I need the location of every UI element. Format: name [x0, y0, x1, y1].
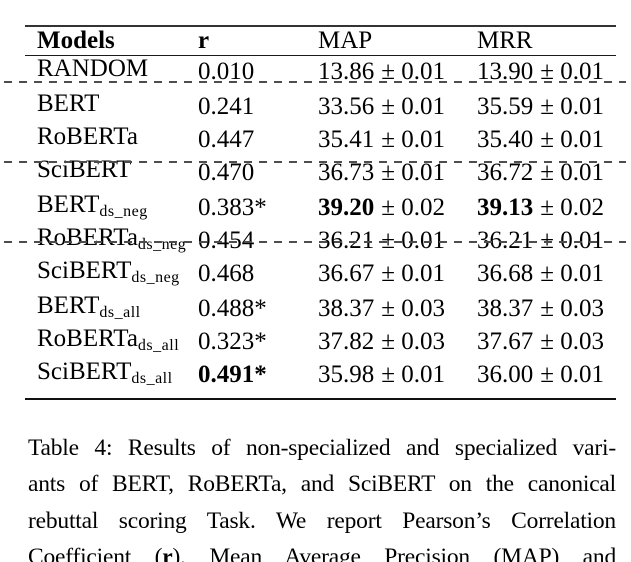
mrr-value: 35.59: [477, 93, 534, 120]
mrr-stddev: ± 0.03: [540, 295, 604, 322]
r-value: 0.447: [198, 126, 255, 153]
column-header-r: r: [198, 27, 318, 56]
model-subscript: ds_neg: [137, 235, 187, 253]
mrr-value: 37.67: [477, 328, 534, 355]
mrr-value: 39.13: [477, 194, 534, 221]
map-stddev: ± 0.01: [381, 361, 445, 388]
dashed-divider: [4, 241, 626, 243]
table-row: BERTds_all 0.488* 38.37 ± 0.03 38.37 ± 0.0…: [25, 291, 616, 326]
map-stddev: ± 0.01: [381, 58, 445, 85]
column-header-mrr: MRR: [477, 27, 616, 56]
r-value: 0.454: [198, 227, 255, 254]
column-header-models: Models: [25, 27, 198, 56]
map-stddev: ± 0.02: [381, 194, 445, 221]
caption-r-symbol: r: [162, 544, 173, 562]
map-stddev: ± 0.03: [381, 328, 445, 355]
model-name: RoBERTa: [37, 324, 138, 352]
map-value: 35.41: [318, 126, 375, 153]
map-stddev: ± 0.03: [381, 295, 445, 322]
mrr-stddev: ± 0.01: [540, 93, 604, 120]
map-stddev: ± 0.01: [381, 159, 445, 186]
model-name: RoBERTa: [37, 223, 138, 251]
r-value: 0.323*: [198, 328, 267, 355]
model-name: RANDOM: [37, 54, 149, 82]
mrr-value: 35.40: [477, 126, 534, 153]
r-value: 0.241: [198, 93, 255, 120]
mrr-stddev: ± 0.01: [540, 260, 604, 287]
model-name: BERT: [37, 291, 100, 319]
r-value: 0.468: [198, 260, 255, 287]
results-table-grid: Models r MAP MRR RANDOM 0.010 13.86 ± 0.0…: [25, 27, 616, 392]
mrr-value: 36.72: [477, 159, 534, 186]
mrr-value: 38.37: [477, 295, 534, 322]
caption-line: rebuttal scoring Task. We report Pearson…: [28, 507, 616, 534]
r-value: 0.470: [198, 159, 255, 186]
map-stddev: ± 0.01: [381, 126, 445, 153]
table-row: BERTds_neg 0.383* 39.20 ± 0.02 39.13 ± 0.0…: [25, 190, 616, 225]
dashed-divider: [4, 161, 626, 163]
model-subscript: ds_all: [137, 336, 180, 354]
table-row: RoBERTads_all 0.323* 37.82 ± 0.03 37.67 ± …: [25, 324, 616, 359]
r-value: 0.488*: [198, 295, 267, 322]
map-value: 33.56: [318, 93, 375, 120]
map-value: 36.67: [318, 260, 375, 287]
mrr-stddev: ± 0.03: [540, 328, 604, 355]
table-row: RANDOM 0.010 13.86 ± 0.01 13.90 ± 0.01: [25, 55, 616, 89]
mrr-stddev: ± 0.01: [540, 58, 604, 85]
r-value: 0.383*: [198, 194, 267, 221]
map-value: 38.37: [318, 295, 375, 322]
map-value: 35.98: [318, 361, 375, 388]
map-value: 36.73: [318, 159, 375, 186]
table-row: SciBERT 0.470 36.73 ± 0.01 36.72 ± 0.01: [25, 155, 616, 190]
map-stddev: ± 0.01: [381, 227, 445, 254]
mrr-stddev: ± 0.01: [540, 159, 604, 186]
model-subscript: ds_neg: [99, 202, 148, 220]
mrr-value: 36.21: [477, 227, 534, 254]
map-stddev: ± 0.01: [381, 93, 445, 120]
r-value: 0.010: [198, 58, 255, 85]
results-table: Models r MAP MRR RANDOM 0.010 13.86 ± 0.0…: [4, 25, 626, 400]
map-value: 36.21: [318, 227, 375, 254]
model-name: RoBERTa: [37, 122, 138, 150]
dashed-divider: [4, 81, 626, 83]
table-row: RoBERTa 0.447 35.41 ± 0.01 35.40 ± 0.01: [25, 122, 616, 157]
caption-line: ants of BERT, RoBERTa, and SciBERT on th…: [28, 471, 616, 497]
caption-line: Coefficient (r), Mean Average Precision …: [28, 539, 616, 562]
mrr-value: 36.68: [477, 260, 534, 287]
model-name: BERT: [37, 89, 100, 117]
caption-line: Table 4: Results of non-specialized and …: [28, 434, 616, 461]
model-name: SciBERT: [37, 357, 132, 385]
mrr-value: 13.90: [477, 58, 534, 85]
map-value: 39.20: [318, 194, 375, 221]
table-row: SciBERTds_neg 0.468 36.67 ± 0.01 36.68 ± 0…: [25, 256, 616, 291]
r-value: 0.491*: [198, 361, 267, 388]
model-subscript: ds_all: [131, 369, 173, 387]
model-name: BERT: [37, 190, 100, 218]
table-row: BERT 0.241 33.56 ± 0.01 35.59 ± 0.01: [25, 89, 616, 124]
table-caption: Table 4: Results of non-specialized and …: [28, 430, 616, 562]
model-subscript: ds_all: [99, 303, 141, 321]
map-value: 13.86: [318, 58, 375, 85]
mrr-stddev: ± 0.02: [540, 194, 604, 221]
mrr-value: 36.00: [477, 361, 534, 388]
table-row: SciBERTds_all 0.491* 35.98 ± 0.01 36.00 ± …: [25, 357, 616, 392]
mrr-stddev: ± 0.01: [540, 361, 604, 388]
map-stddev: ± 0.01: [381, 260, 445, 287]
model-name: SciBERT: [37, 155, 132, 183]
mrr-stddev: ± 0.01: [540, 126, 604, 153]
column-header-map: MAP: [318, 27, 477, 56]
map-value: 37.82: [318, 328, 375, 355]
mrr-stddev: ± 0.01: [540, 227, 604, 254]
header-row: Models r MAP MRR: [25, 27, 616, 56]
model-subscript: ds_neg: [131, 268, 180, 286]
table-row: RoBERTads_neg 0.454 36.21 ± 0.01 36.21 ± 0…: [25, 223, 616, 258]
model-name: SciBERT: [37, 256, 132, 284]
